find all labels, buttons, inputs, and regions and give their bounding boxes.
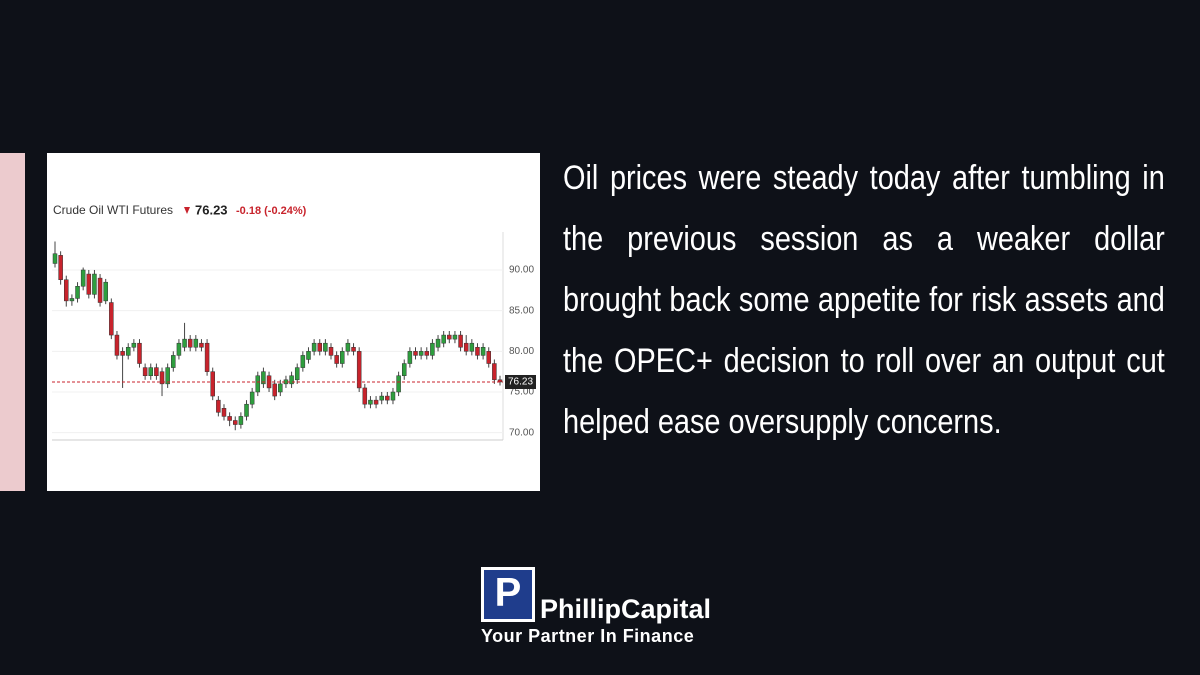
candle-body xyxy=(125,347,131,356)
logo-inner xyxy=(484,570,532,619)
down-arrow xyxy=(184,207,190,214)
candle-body xyxy=(480,347,486,356)
candle-body xyxy=(137,342,142,364)
candle-body xyxy=(52,253,58,264)
candle-body xyxy=(447,334,452,340)
candle-body xyxy=(390,391,396,401)
candle-body xyxy=(469,342,475,352)
candle-body xyxy=(278,383,283,393)
candle-body xyxy=(418,351,424,356)
candle-body xyxy=(323,342,328,352)
candle-body xyxy=(379,395,384,401)
candle-body xyxy=(154,367,159,376)
candle-body xyxy=(368,399,373,405)
candle-body xyxy=(204,342,210,372)
candle-body xyxy=(441,334,446,344)
y-tick-label: 75.00 xyxy=(509,387,534,398)
candle-body xyxy=(249,391,255,405)
candle-body xyxy=(401,363,407,376)
article-text: Oil prices were steady today after tumbl… xyxy=(563,159,1165,441)
candle-body xyxy=(182,338,187,348)
chart-title: Crude Oil WTI Futures xyxy=(53,203,173,217)
last-price-box xyxy=(505,374,536,389)
candle-body xyxy=(492,363,497,381)
candle-body xyxy=(294,367,300,381)
candle-body xyxy=(244,403,249,417)
y-tick-label: 85.00 xyxy=(509,305,534,316)
candle-body xyxy=(430,342,435,356)
candle-body xyxy=(475,347,480,356)
candle-body xyxy=(238,416,244,425)
candle-body xyxy=(458,334,463,348)
candle-body xyxy=(103,281,108,302)
candle-body xyxy=(424,351,430,356)
candle-body xyxy=(306,351,311,360)
logo-mark: P xyxy=(495,571,522,615)
candle-body xyxy=(452,334,458,340)
candle-body xyxy=(80,269,86,287)
last-price: 76.23 xyxy=(195,202,228,217)
candle-body xyxy=(131,342,137,348)
candle-body xyxy=(199,342,204,348)
candle-body xyxy=(58,255,63,280)
candle-body xyxy=(486,351,491,364)
candle-body xyxy=(300,355,306,368)
candle-body xyxy=(148,367,154,376)
candle-body xyxy=(193,338,199,348)
candle-body xyxy=(142,367,148,376)
chart-panel xyxy=(47,153,540,491)
candle-body xyxy=(120,351,125,356)
candle-body xyxy=(75,286,80,299)
price-change: -0.18 (-0.24%) xyxy=(236,205,307,217)
candle-body xyxy=(233,420,238,425)
candle-body xyxy=(92,273,97,295)
candle-body xyxy=(210,371,215,397)
candle-body xyxy=(216,399,221,413)
candle-body xyxy=(261,371,266,385)
candle-body xyxy=(69,298,75,302)
candle-body xyxy=(334,355,339,364)
candle-body xyxy=(362,387,368,405)
candle-body xyxy=(385,395,390,401)
last-price-label: 76.23 xyxy=(508,377,533,388)
candle-body xyxy=(311,342,317,352)
candle-body xyxy=(255,375,261,393)
candle-body xyxy=(64,279,69,302)
logo-name: PhillipCapital xyxy=(540,594,712,624)
candle-body xyxy=(114,334,120,356)
candle-body xyxy=(159,371,165,385)
candle-body xyxy=(413,351,418,356)
candle-body xyxy=(328,347,334,356)
candle-body xyxy=(317,342,322,352)
candle-body xyxy=(351,347,356,352)
candle-body xyxy=(97,277,103,303)
candle-body xyxy=(356,351,362,389)
candle-body xyxy=(340,351,345,364)
candle-body xyxy=(407,351,413,364)
candle-body xyxy=(373,399,379,405)
candle-body xyxy=(272,383,277,397)
candle-body xyxy=(221,408,227,417)
candle-body xyxy=(435,338,441,348)
candle-body xyxy=(187,338,193,348)
candle-body xyxy=(289,375,294,385)
candle-body xyxy=(86,273,92,295)
candle-body xyxy=(463,342,469,352)
y-tick-label: 90.00 xyxy=(509,265,534,276)
accent-bar xyxy=(0,153,25,491)
candle-body xyxy=(345,342,351,352)
candle-body xyxy=(165,367,170,385)
y-tick-label: 70.00 xyxy=(509,427,534,438)
logo-tagline: Your Partner In Finance xyxy=(481,626,695,646)
candle-body xyxy=(227,416,232,421)
candle-body xyxy=(109,302,114,336)
candle-body xyxy=(396,375,401,393)
candle-body xyxy=(171,355,176,368)
y-tick-label: 80.00 xyxy=(509,346,534,357)
candle-body xyxy=(176,342,182,356)
